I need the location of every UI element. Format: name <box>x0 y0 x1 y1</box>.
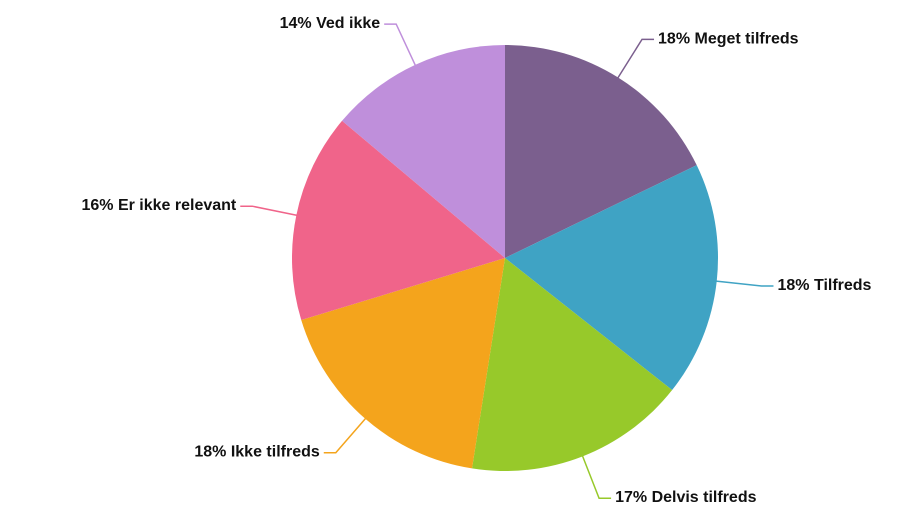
pie-slice <box>505 165 718 391</box>
slice-category: Ikke tilfreds <box>231 444 320 461</box>
pie-slice <box>292 120 505 321</box>
slice-label: 18% Tilfreds <box>777 277 871 294</box>
leader-line <box>240 205 301 217</box>
pie-slice <box>342 45 505 258</box>
slice-value-label: 14% <box>280 15 312 32</box>
leader-line <box>580 452 612 499</box>
slice-category: Ved ikke <box>316 15 380 32</box>
slice-value-label: 18% <box>658 31 690 48</box>
slice-value-label: 18% <box>777 277 809 294</box>
slice-value-label: 17% <box>615 489 647 506</box>
leader-line <box>712 279 774 287</box>
slice-label: 18% Ikke tilfreds <box>194 444 320 461</box>
leader-line <box>615 38 655 82</box>
leader-line <box>384 23 418 69</box>
pie-slice <box>301 258 505 469</box>
slice-value-label: 16% <box>81 197 113 214</box>
slice-category: Er ikke relevant <box>118 197 237 214</box>
slice-value-label: 18% <box>194 444 226 461</box>
pie-slice <box>472 258 673 471</box>
slice-category: Delvis tilfreds <box>652 489 757 506</box>
slice-category: Tilfreds <box>814 277 872 294</box>
slice-label: 18% Meget tilfreds <box>658 31 799 48</box>
pie-slice <box>505 45 697 258</box>
slice-label: 16% Er ikke relevant <box>81 197 236 214</box>
leader-line <box>323 415 369 454</box>
slice-label: 14% Ved ikke <box>280 15 381 32</box>
slice-category: Meget tilfreds <box>695 31 799 48</box>
slice-label: 17% Delvis tilfreds <box>615 489 757 506</box>
